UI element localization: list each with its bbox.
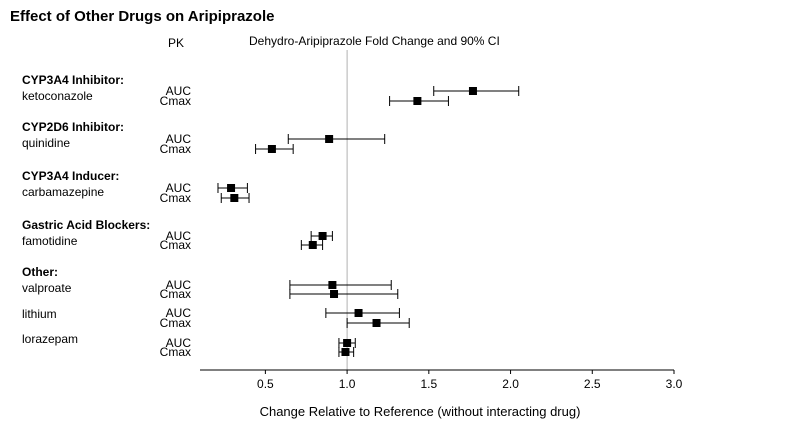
point-estimate <box>354 309 363 317</box>
point-estimate <box>341 348 350 356</box>
pk-label: AUC <box>166 181 192 195</box>
pk-label: AUC <box>166 278 192 292</box>
pk-label: AUC <box>166 84 192 98</box>
pk-label: Cmax <box>160 94 191 108</box>
drug-label: famotidine <box>22 234 78 248</box>
drug-label: quinidine <box>22 136 70 150</box>
point-estimate <box>267 145 276 153</box>
x-tick-label: 2.0 <box>502 377 519 391</box>
pk-column-header: PK <box>168 36 184 50</box>
point-estimate <box>468 87 477 95</box>
group-header: CYP3A4 Inhibitor: <box>22 73 124 87</box>
drug-label: ketoconazole <box>22 89 93 103</box>
point-estimate <box>325 135 334 143</box>
point-estimate <box>308 241 317 249</box>
drug-label: lithium <box>22 307 57 321</box>
drug-label: lorazepam <box>22 332 78 346</box>
point-estimate <box>227 184 236 192</box>
pk-label: Cmax <box>160 316 191 330</box>
group-header: CYP3A4 Inducer: <box>22 169 119 183</box>
pk-label: AUC <box>166 132 192 146</box>
pk-label: Cmax <box>160 287 191 301</box>
pk-label: AUC <box>166 306 192 320</box>
point-estimate <box>318 232 327 240</box>
plot-area: 0.5 1.0 1.5 2.0 2.5 3.0 CYP3A4 Inhibitor: ketoc… <box>22 50 683 391</box>
point-estimate <box>413 97 422 105</box>
x-tick-label: 3.0 <box>666 377 683 391</box>
chart-subtitle: Dehydro-Aripiprazole Fold Change and 90%… <box>249 34 500 48</box>
point-estimate <box>328 281 337 289</box>
pk-label: AUC <box>166 229 192 243</box>
point-estimate <box>372 319 381 327</box>
x-tick-label: 1.5 <box>420 377 437 391</box>
drug-label: carbamazepine <box>22 185 104 199</box>
point-estimate <box>343 339 352 347</box>
group-header: CYP2D6 Inhibitor: <box>22 120 124 134</box>
x-tick-label: 0.5 <box>257 377 274 391</box>
pk-label: Cmax <box>160 345 191 359</box>
x-tick-label: 1.0 <box>339 377 356 391</box>
pk-label: Cmax <box>160 238 191 252</box>
pk-label: Cmax <box>160 191 191 205</box>
pk-label: Cmax <box>160 142 191 156</box>
x-axis-title: Change Relative to Reference (without in… <box>260 404 581 419</box>
chart-title: Effect of Other Drugs on Aripiprazole <box>10 8 274 25</box>
point-estimate <box>230 194 239 202</box>
x-tick-label: 2.5 <box>584 377 601 391</box>
drug-label: valproate <box>22 281 72 295</box>
group-header: Gastric Acid Blockers: <box>22 218 150 232</box>
point-estimate <box>330 290 339 298</box>
pk-label: AUC <box>166 336 192 350</box>
group-header: Other: <box>22 265 58 279</box>
